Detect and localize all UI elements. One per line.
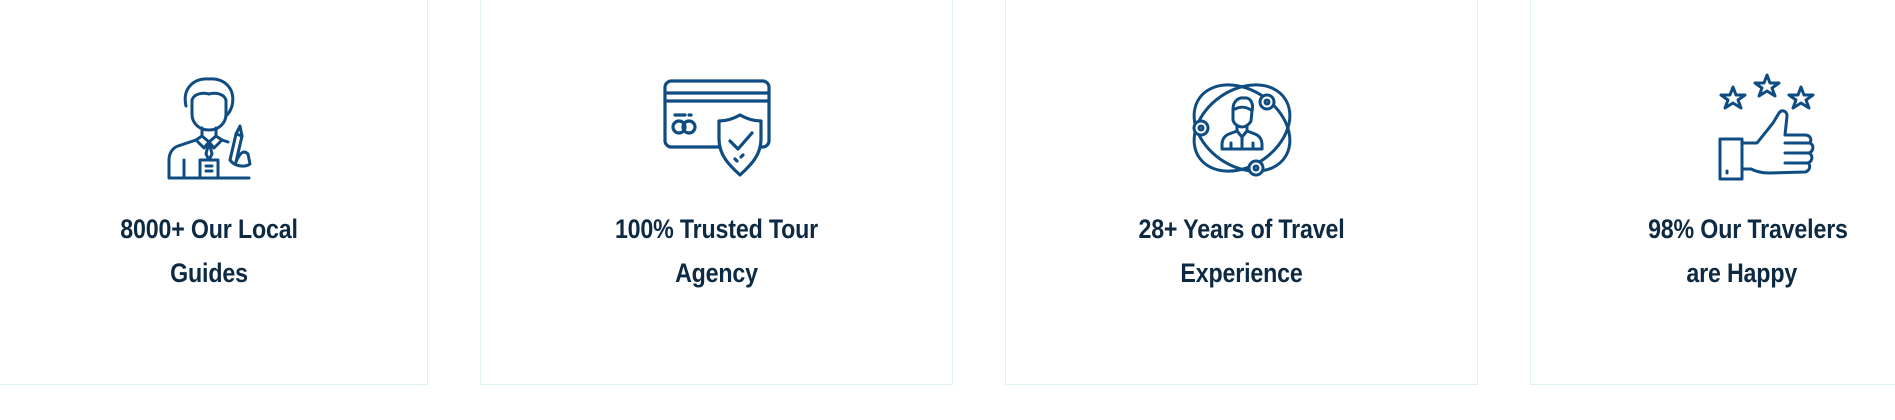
feature-card-trusted-agency: 100% Trusted Tour Agency <box>480 0 953 385</box>
feature-card-local-guides: 8000+ Our Local Guides <box>0 0 428 385</box>
feature-label-line2: are Happy <box>1686 258 1798 288</box>
feature-label-line2: Guides <box>170 258 248 288</box>
secure-payment-shield-icon <box>662 75 772 181</box>
feature-label: 8000+ Our Local Guides <box>22 207 397 295</box>
thumbs-up-stars-icon <box>1712 73 1822 181</box>
feature-label: 28+ Years of Travel Experience <box>1039 207 1444 295</box>
feature-label-line1: 100% Trusted Tour <box>614 214 819 244</box>
feature-card-happy-travelers: 98% Our Travelers are Happy <box>1530 0 1895 385</box>
local-guide-icon <box>154 75 264 181</box>
feature-label-line1: 8000+ Our Local <box>120 214 298 244</box>
orbit-person-icon <box>1187 75 1297 181</box>
feature-label-line2: Agency <box>675 258 758 288</box>
feature-label-line2: Experience <box>1180 258 1303 288</box>
feature-label-line1: 98% Our Travelers <box>1648 214 1848 244</box>
feature-label: 100% Trusted Tour Agency <box>514 207 919 295</box>
feature-card-years-experience: 28+ Years of Travel Experience <box>1005 0 1478 385</box>
feature-label: 98% Our Travelers are Happy <box>1531 207 1895 295</box>
feature-label-line1: 28+ Years of Travel <box>1138 214 1345 244</box>
